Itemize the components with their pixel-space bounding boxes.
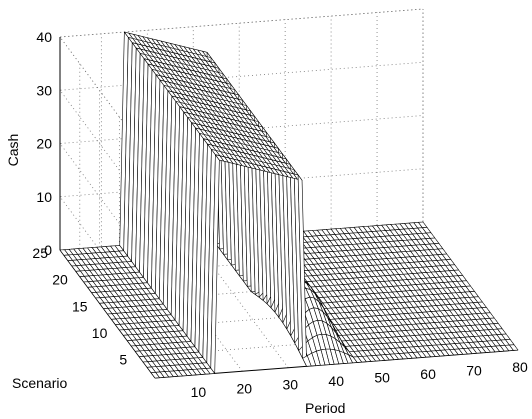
- surface-mesh: [59, 31, 519, 379]
- x-tick-label: 10: [191, 384, 207, 400]
- z-tick-label: 20: [36, 136, 52, 152]
- x-tick-label: 40: [328, 373, 344, 389]
- y-axis-label: Scenario: [12, 375, 67, 391]
- x-axis-label: Period: [305, 400, 345, 416]
- y-tick-label: 20: [52, 272, 68, 288]
- x-tick-label: 20: [237, 380, 253, 396]
- z-axis-label: Cash: [5, 134, 21, 167]
- z-tick-label: 40: [36, 29, 52, 45]
- z-tick-label: 10: [36, 189, 52, 205]
- y-tick-label: 5: [119, 352, 127, 368]
- x-tick-label: 50: [374, 370, 390, 386]
- z-tick-label: 0: [44, 242, 52, 258]
- surface-cell: [509, 344, 519, 351]
- y-tick-label: 10: [92, 325, 108, 341]
- x-tick-label: 60: [420, 366, 436, 382]
- x-tick-label: 80: [512, 359, 528, 375]
- x-tick-label: 30: [282, 377, 298, 393]
- gridline-edge: [59, 36, 156, 166]
- y-tick-label: 15: [72, 298, 88, 314]
- x-tick-label: 70: [466, 363, 482, 379]
- z-tick-label: 30: [36, 82, 52, 98]
- y-tick-label: 25: [32, 245, 48, 261]
- gridline-edge: [59, 8, 424, 38]
